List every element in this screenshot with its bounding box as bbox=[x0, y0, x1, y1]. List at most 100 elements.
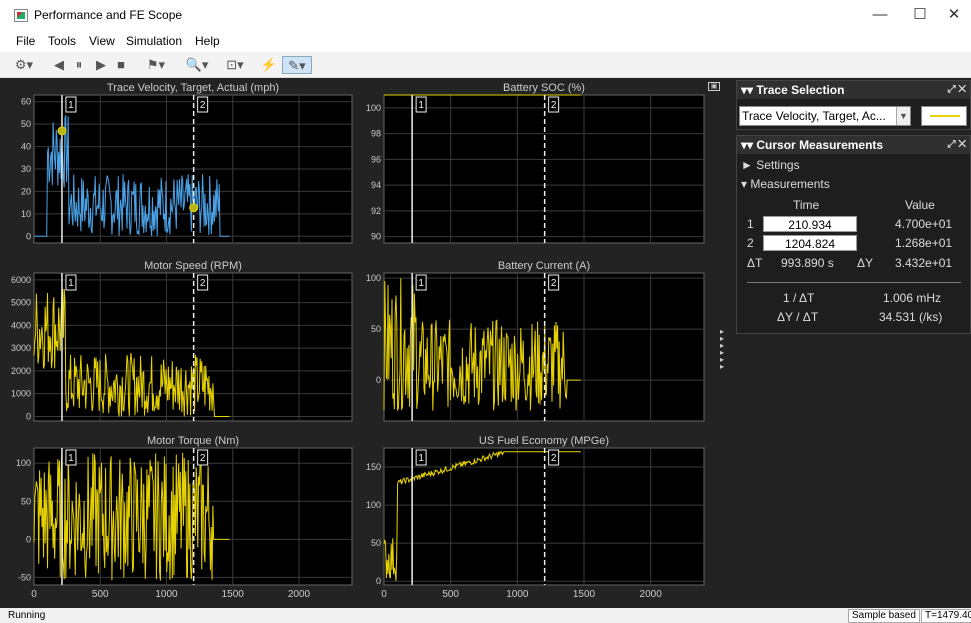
trace-selection-panel: ▾▾ Trace Selection ⤢ ✕ Trace Velocity, Ta… bbox=[736, 80, 971, 130]
status-text: Running bbox=[8, 610, 46, 621]
menu-help[interactable]: Help bbox=[195, 34, 220, 48]
cursor-2-tag-label: 2 bbox=[200, 100, 206, 111]
cursor-2-tag bbox=[197, 96, 209, 113]
panel-resize-handle[interactable]: ▸ ▸ ▸ ▸ ▸ ▸ bbox=[720, 327, 725, 371]
cursor-1-tag-label: 1 bbox=[68, 278, 74, 289]
trace-select[interactable]: Trace Velocity, Target, Ac... ▼ bbox=[739, 106, 911, 126]
series-line bbox=[34, 115, 230, 237]
y-tick-label: -50 bbox=[18, 572, 31, 582]
cursor-measure-icon[interactable]: ✎▾ bbox=[282, 56, 312, 74]
x-tick-label: 0 bbox=[31, 589, 37, 600]
y-tick-label: 5000 bbox=[11, 298, 31, 308]
cursor2-value: 1.268e+01 bbox=[895, 236, 953, 250]
settings-icon[interactable]: ⚙▾ bbox=[14, 57, 34, 72]
cursor1-time-field[interactable]: 210.934 bbox=[763, 216, 857, 232]
y-tick-label: 40 bbox=[21, 142, 31, 152]
maximize-button[interactable]: ☐ bbox=[913, 6, 927, 23]
cursor-1-tag-label: 1 bbox=[68, 453, 74, 464]
cursor-1-tag bbox=[65, 449, 77, 466]
menu-file[interactable]: File bbox=[16, 34, 36, 48]
highlight-icon[interactable]: ⚑▾ bbox=[146, 57, 166, 72]
cursor-1-tag-label: 1 bbox=[418, 453, 424, 464]
series-line bbox=[383, 450, 581, 581]
y-tick-label: 100 bbox=[366, 103, 381, 113]
y-tick-label: 0 bbox=[376, 576, 381, 586]
trace-color-swatch[interactable] bbox=[921, 106, 967, 126]
cursor-marker bbox=[57, 126, 67, 136]
x-tick-label: 1500 bbox=[573, 589, 596, 600]
zoom-icon[interactable]: 🔍▾ bbox=[185, 57, 209, 72]
cursor1-value: 4.700e+01 bbox=[895, 217, 953, 231]
pause-icon[interactable]: ⏸ bbox=[75, 57, 83, 72]
cursor-1-tag-label: 1 bbox=[418, 100, 424, 111]
cursor-1-tag bbox=[415, 96, 427, 113]
toolbar: ⚙▾ ◀ ⏸ ▶ ■ ⚑▾ 🔍▾ ⊡▾ ⚡ ✎▾ bbox=[0, 52, 971, 78]
cursor-2-tag-label: 2 bbox=[551, 278, 557, 289]
divider bbox=[747, 282, 961, 283]
fit-icon[interactable]: ⊡▾ bbox=[226, 57, 244, 72]
cursor1-label: 1 bbox=[747, 217, 754, 231]
plot-title: US Fuel Economy (MPGe) bbox=[479, 435, 609, 447]
close-button[interactable]: ✕ bbox=[947, 6, 961, 23]
cursor-1-tag-label: 1 bbox=[418, 278, 424, 289]
chevron-down-icon: ▼ bbox=[896, 107, 910, 125]
cursor-1-tag bbox=[65, 274, 77, 291]
y-tick-label: 50 bbox=[21, 119, 31, 129]
x-tick-label: 500 bbox=[92, 589, 109, 600]
plot-title: Battery Current (A) bbox=[498, 260, 590, 272]
series-line bbox=[33, 452, 230, 581]
measurements-toggle[interactable]: ▾ Measurements bbox=[741, 177, 830, 191]
y-tick-label: 92 bbox=[371, 206, 381, 216]
delta-t-value: 993.890 s bbox=[781, 256, 834, 270]
x-tick-label: 1000 bbox=[506, 589, 529, 600]
trigger-icon[interactable]: ⚡ bbox=[260, 57, 278, 72]
y-tick-label: 150 bbox=[366, 462, 381, 472]
x-tick-label: 500 bbox=[442, 589, 459, 600]
y-tick-label: 20 bbox=[21, 186, 31, 196]
stop-icon[interactable]: ■ bbox=[117, 57, 125, 72]
cursor-measurements-header: ▾▾ Cursor Measurements ⤢ ✕ bbox=[737, 136, 970, 154]
y-tick-label: 10 bbox=[21, 209, 31, 219]
cursor-2-tag-label: 2 bbox=[551, 100, 557, 111]
panel-close-icon[interactable]: ⤢ ✕ bbox=[947, 139, 966, 150]
y-tick-label: 0 bbox=[26, 534, 31, 544]
delta-y-value: 3.432e+01 bbox=[895, 256, 953, 270]
step-back-icon[interactable]: ◀ bbox=[54, 57, 64, 72]
step-forward-icon[interactable]: ▶ bbox=[96, 57, 106, 72]
delta-t-label: ΔT bbox=[747, 256, 763, 270]
y-tick-label: 50 bbox=[371, 324, 381, 334]
plot-title: Battery SOC (%) bbox=[503, 82, 585, 94]
inverse-delta-t-label: 1 / ΔT bbox=[783, 291, 815, 305]
x-tick-label: 1000 bbox=[155, 589, 178, 600]
settings-toggle[interactable]: ► Settings bbox=[741, 158, 800, 172]
cursor-2-tag-label: 2 bbox=[551, 453, 557, 464]
y-tick-label: 0 bbox=[376, 375, 381, 385]
window-title: Performance and FE Scope bbox=[34, 8, 183, 22]
menu-view[interactable]: View bbox=[89, 34, 115, 48]
delta-y-label: ΔY bbox=[857, 256, 874, 270]
y-tick-label: 6000 bbox=[11, 275, 31, 285]
scope-area: 60 50 40 30 20 10 0 Trace Velocity, Target, Act… bbox=[0, 78, 971, 608]
menu-simulation[interactable]: Simulation bbox=[126, 34, 183, 48]
cursor-2-tag bbox=[548, 96, 560, 113]
sample-mode: Sample based bbox=[848, 609, 920, 623]
cursor2-label: 2 bbox=[747, 236, 754, 250]
cursor-2-tag bbox=[548, 449, 560, 466]
cursor-1-tag bbox=[415, 274, 427, 291]
y-tick-label: 4000 bbox=[11, 320, 31, 330]
x-tick-label: 2000 bbox=[288, 589, 311, 600]
cursor-1-tag-label: 1 bbox=[68, 100, 74, 111]
y-tick-label: 2000 bbox=[11, 366, 31, 376]
menu-tools[interactable]: Tools bbox=[48, 34, 77, 48]
undock-icon[interactable]: ▣ bbox=[708, 82, 720, 91]
cursor2-time-field[interactable]: 1204.824 bbox=[763, 235, 857, 251]
cursor-2-tag bbox=[197, 449, 209, 466]
y-tick-label: 0 bbox=[26, 411, 31, 421]
plot-title: Motor Speed (RPM) bbox=[144, 260, 242, 272]
series-line bbox=[383, 278, 581, 412]
y-tick-label: 30 bbox=[21, 164, 31, 174]
panel-close-icon[interactable]: ⤢ ✕ bbox=[947, 84, 966, 95]
plot-title: Motor Torque (Nm) bbox=[147, 435, 239, 447]
minimize-button[interactable]: — bbox=[872, 6, 888, 23]
